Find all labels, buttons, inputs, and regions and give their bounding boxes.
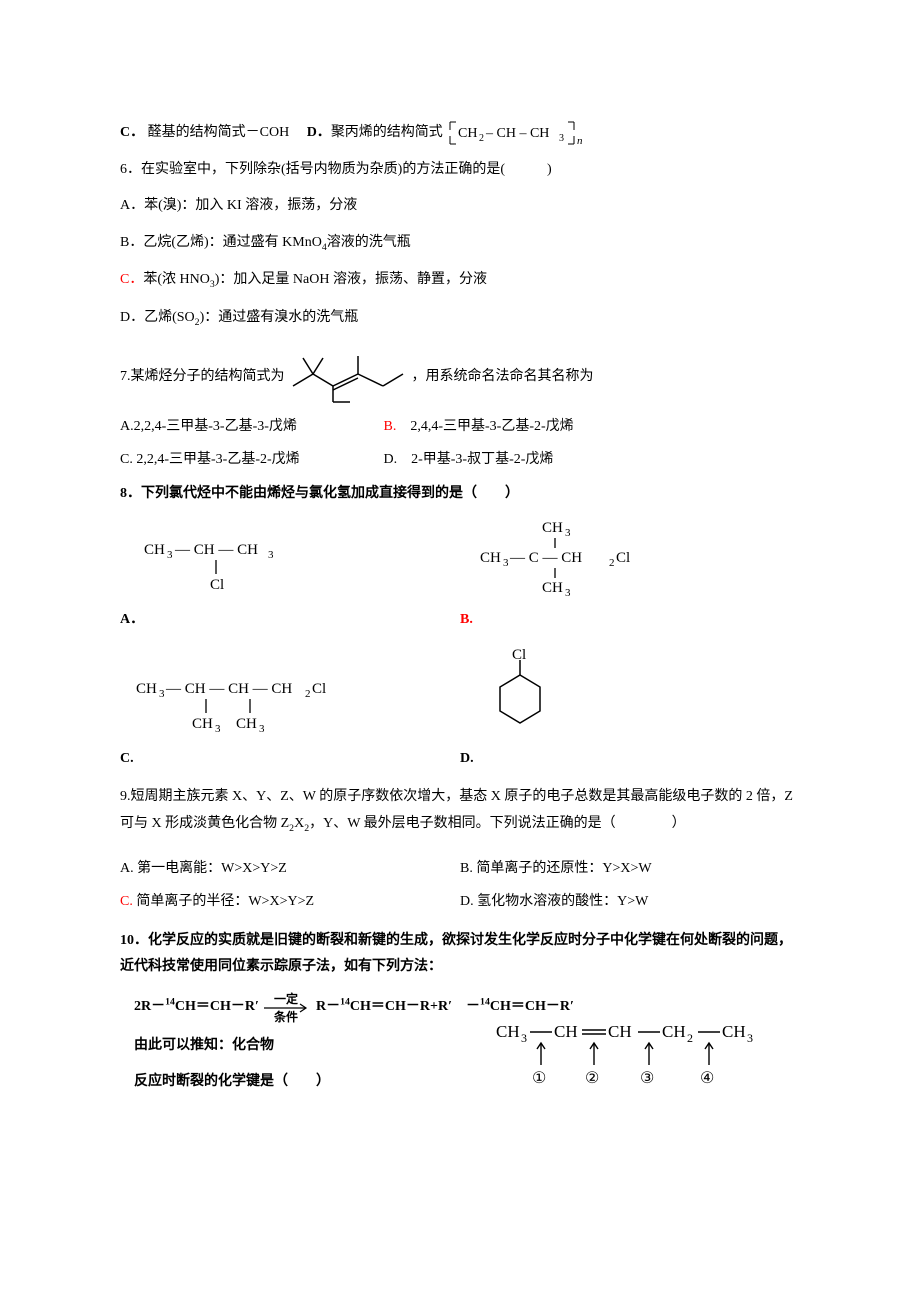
q7-opts-row1: A.2,2,4-三甲基-3-乙基-3-戊烯 B. 2,4,4-三甲基-3-乙基-… xyxy=(120,414,800,441)
q8-b-col: CH 3 CH 3 — C — CH 2 Cl CH 3 B. xyxy=(460,518,800,633)
svg-text:— C — CH: — C — CH xyxy=(509,550,582,566)
svg-text:条件: 条件 xyxy=(273,1009,298,1023)
svg-text:CH: CH xyxy=(480,550,501,566)
q9-c-label: C. xyxy=(120,894,133,909)
svg-text:④: ④ xyxy=(700,1070,714,1087)
q8-c-col: CH 3 — CH — CH — CH 2 Cl CH 3 CH 3 C. xyxy=(120,673,460,772)
svg-text:3: 3 xyxy=(565,527,571,539)
svg-text:①: ① xyxy=(532,1070,546,1087)
q7-stem-suffix: ，用系统命名法命名其名称为 xyxy=(412,369,594,384)
svg-text:2: 2 xyxy=(305,688,311,700)
q7-b-label: B. xyxy=(384,419,397,434)
svg-text:3: 3 xyxy=(167,549,173,561)
svg-text:CH: CH xyxy=(236,716,257,732)
q6-a: A．苯(溴)：加入 KI 溶液，振荡，分液 xyxy=(120,193,800,220)
svg-text:n: n xyxy=(577,135,583,146)
q8-a-structure-icon: CH 3 — CH — CH 3 Cl xyxy=(120,534,300,596)
svg-text:CH: CH xyxy=(722,1022,746,1041)
q9-d: D. 氢化物水溶液的酸性：Y>W xyxy=(460,889,800,916)
q7-stem-prefix: 7.某烯烃分子的结构简式为 xyxy=(120,369,288,384)
svg-text:CH: CH xyxy=(458,126,477,141)
q8-c-structure-icon: CH 3 — CH — CH — CH 2 Cl CH 3 CH 3 xyxy=(120,673,380,735)
svg-text:CH: CH xyxy=(192,716,213,732)
q10-stem: 10．化学反应的实质就是旧键的断裂和新键的生成，欲探讨发生化学反应时分子中化学键… xyxy=(120,928,800,981)
q8-a-label: A． xyxy=(120,612,144,627)
q6-b: B．乙烷(乙烯)：通过盛有 KMnO4溶液的洗气瓶 xyxy=(120,230,800,257)
q8-d-label: D. xyxy=(460,751,474,766)
q8-c-label: C. xyxy=(120,751,134,766)
q6-c: C．苯(浓 HNO3)：加入足量 NaOH 溶液，振荡、静置，分液 xyxy=(120,267,800,294)
svg-text:3: 3 xyxy=(159,688,165,700)
q9-opts: A. 第一电离能：W>X>Y>Z B. 简单离子的还原性：Y>X>W C. 简单… xyxy=(120,856,800,921)
q5-cd-line: C． 醛基的结构简式－COH D．聚丙烯的结构简式 CH 2 – CH – CH… xyxy=(120,120,800,147)
q9-stem: 9.短周期主族元素 X、Y、Z、W 的原子序数依次增大，基态 X 原子的电子总数… xyxy=(120,784,800,838)
svg-text:3: 3 xyxy=(521,1031,527,1045)
q9-c-rest: 简单离子的半径：W>X>Y>Z xyxy=(133,894,314,909)
q9-c: C. 简单离子的半径：W>X>Y>Z xyxy=(120,889,460,916)
svg-text:3: 3 xyxy=(503,557,509,569)
q10-lower-block: 2R－14CH＝CH－R′ 一定 条件 R－14CH＝CH－R+R′ －14CH… xyxy=(120,991,800,1096)
svg-text:2: 2 xyxy=(687,1031,693,1045)
q8-a-col: CH 3 — CH — CH 3 Cl A． xyxy=(120,534,460,633)
q8-b-structure-icon: CH 3 CH 3 — C — CH 2 Cl CH 3 xyxy=(460,518,670,596)
q7-c: C. 2,2,4-三甲基-3-乙基-2-戊烯 xyxy=(120,447,380,474)
svg-text:CH: CH xyxy=(608,1022,632,1041)
exam-page: C． 醛基的结构简式－COH D．聚丙烯的结构简式 CH 2 – CH – CH… xyxy=(0,0,920,1166)
svg-text:CH: CH xyxy=(542,520,563,536)
svg-text:一定: 一定 xyxy=(274,991,298,1006)
q7-structure-icon xyxy=(288,350,408,404)
svg-text:Cl: Cl xyxy=(312,681,326,697)
q7-a: A.2,2,4-三甲基-3-乙基-3-戊烯 xyxy=(120,414,380,441)
svg-text:2: 2 xyxy=(479,133,484,144)
q7-opts-row2: C. 2,2,4-三甲基-3-乙基-2-戊烯 D. 2-甲基-3-叔丁基-2-戊… xyxy=(120,447,800,474)
svg-text:– CH – CH: – CH – CH xyxy=(485,126,549,141)
svg-text:Cl: Cl xyxy=(512,647,526,663)
svg-text:CH: CH xyxy=(136,681,157,697)
polypropylene-structure-icon: CH 2 – CH – CH 3 n xyxy=(446,120,616,146)
q5-c-text: 醛基的结构简式－COH xyxy=(144,125,303,140)
q8-row-cd: CH 3 — CH — CH — CH 2 Cl CH 3 CH 3 C. C xyxy=(120,645,800,772)
svg-text:CH: CH xyxy=(542,580,563,596)
q7-b: B. 2,4,4-三甲基-3-乙基-2-戊烯 xyxy=(384,414,574,441)
q8-d-col: Cl D. xyxy=(460,645,800,772)
svg-text:CH: CH xyxy=(496,1022,520,1041)
q6-stem: 6．在实验室中，下列除杂(括号内物质为杂质)的方法正确的是( ) xyxy=(120,157,800,184)
q6-c-rest: 苯(浓 HNO3)：加入足量 NaOH 溶液，振荡、静置，分液 xyxy=(143,272,487,287)
svg-text:②: ② xyxy=(585,1070,599,1087)
svg-text:CH: CH xyxy=(662,1022,686,1041)
svg-text:— CH — CH — CH: — CH — CH — CH xyxy=(165,681,292,697)
svg-text:2: 2 xyxy=(609,557,615,569)
svg-text:3: 3 xyxy=(268,549,274,561)
svg-text:3: 3 xyxy=(565,587,571,596)
q7-d: D. 2-甲基-3-叔丁基-2-戊烯 xyxy=(384,447,554,474)
q9-a: A. 第一电离能：W>X>Y>Z xyxy=(120,856,460,883)
svg-text:3: 3 xyxy=(747,1031,753,1045)
q5-d-label: D． xyxy=(307,125,331,140)
q7-b-rest: 2,4,4-三甲基-3-乙基-2-戊烯 xyxy=(396,419,573,434)
svg-text:— CH — CH: — CH — CH xyxy=(174,542,258,558)
reaction-arrow-icon: 一定 条件 xyxy=(262,991,312,1023)
q8-d-structure-icon: Cl xyxy=(460,645,580,735)
q10-chain-figure-icon: CH 3 CH CH CH 2 CH 3 ① xyxy=(490,1019,770,1091)
svg-text:3: 3 xyxy=(559,133,564,144)
q6-d: D．乙烯(SO2)：通过盛有溴水的洗气瓶 xyxy=(120,305,800,332)
q7-stem: 7.某烯烃分子的结构简式为 ，用系统命名法命名其名称为 xyxy=(120,350,800,404)
q8-b-label: B. xyxy=(460,612,473,627)
svg-text:3: 3 xyxy=(215,723,221,735)
q8-row-ab: CH 3 — CH — CH 3 Cl A． CH 3 CH 3 — C — C… xyxy=(120,518,800,633)
svg-text:3: 3 xyxy=(259,723,265,735)
svg-text:③: ③ xyxy=(640,1070,654,1087)
svg-text:CH: CH xyxy=(144,542,165,558)
q5-d-text: 聚丙烯的结构简式 xyxy=(331,125,447,140)
svg-text:Cl: Cl xyxy=(210,577,224,593)
q5-c-label: C． xyxy=(120,125,144,140)
q8-stem: 8．下列氯代烃中不能由烯烃与氯化氢加成直接得到的是（ ） xyxy=(120,481,800,508)
svg-text:Cl: Cl xyxy=(616,550,630,566)
svg-text:CH: CH xyxy=(554,1022,578,1041)
q9-b: B. 简单离子的还原性：Y>X>W xyxy=(460,856,800,883)
q6-c-label: C． xyxy=(120,272,143,287)
